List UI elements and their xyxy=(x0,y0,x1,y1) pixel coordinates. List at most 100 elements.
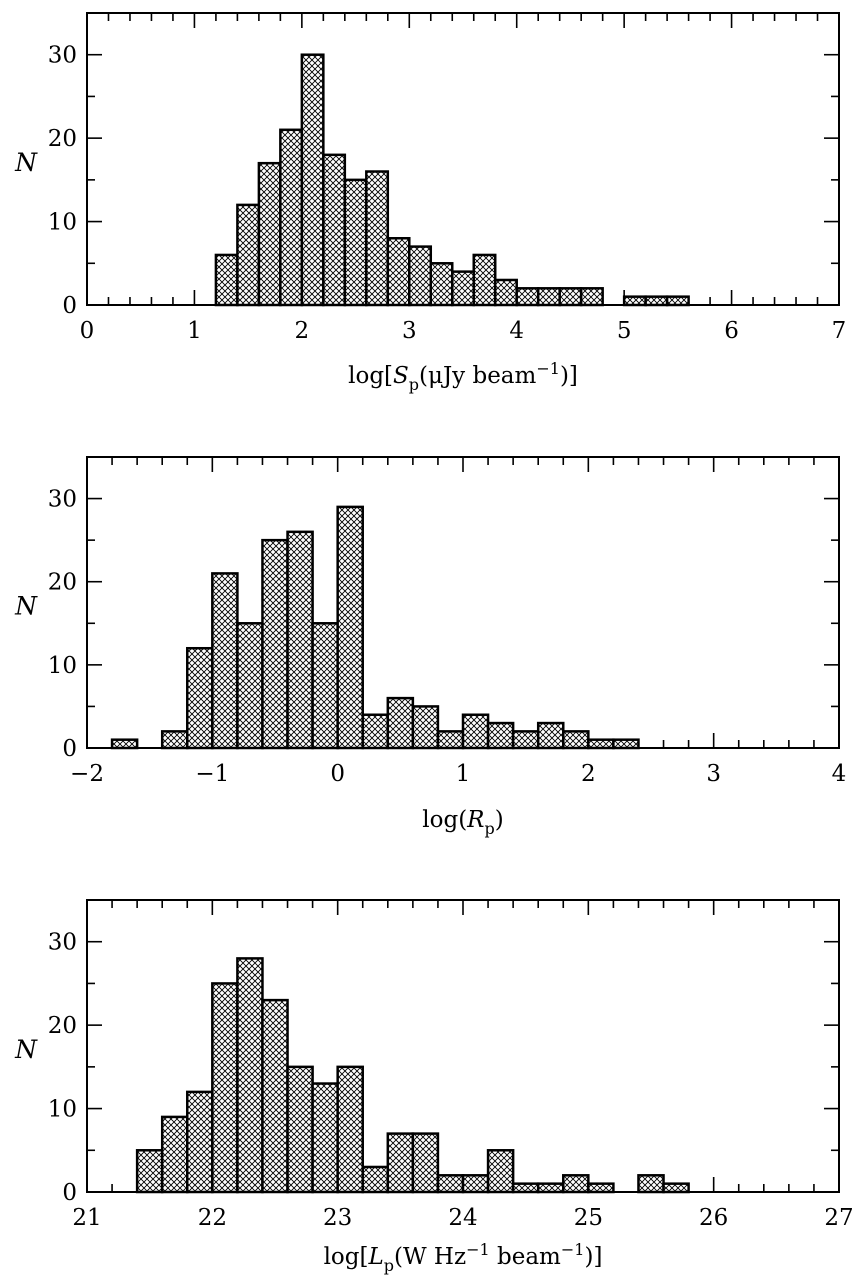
ratio-x-axis-label: log(Rp) xyxy=(422,807,503,838)
ratio-bar-8 xyxy=(311,622,339,750)
ratio-bar-11 xyxy=(386,696,415,750)
peak-flux-bar-17 xyxy=(579,287,604,307)
peak-flux-bar-11 xyxy=(451,270,475,307)
peak-flux-bar-1 xyxy=(236,203,261,307)
luminosity-bar-0 xyxy=(135,1149,164,1194)
luminosity-bar-8 xyxy=(336,1065,364,1194)
peak-flux-x-axis-label-part: p xyxy=(409,375,419,394)
peak-flux-bar-10 xyxy=(429,262,454,307)
peak-flux-ytick-label: 20 xyxy=(48,126,77,152)
luminosity-x-axis-label-part: log[ xyxy=(324,1244,369,1270)
peak-flux-x-axis-label-part: S xyxy=(393,363,409,389)
luminosity-bar-11 xyxy=(411,1132,440,1194)
luminosity-bar-15 xyxy=(511,1182,540,1194)
luminosity-bar-7 xyxy=(311,1082,339,1194)
peak-flux-bar-16 xyxy=(558,287,583,307)
ratio-bar-2 xyxy=(160,730,189,750)
ratio-x-axis-label-part: p xyxy=(485,819,495,838)
ratio-bar-18 xyxy=(562,730,590,750)
luminosity-xtick-label: 25 xyxy=(574,1205,603,1231)
luminosity-xtick-label: 22 xyxy=(198,1205,227,1231)
peak-flux-xtick-label: 3 xyxy=(402,318,417,344)
luminosity-bar-1 xyxy=(160,1115,189,1194)
ratio-bar-12 xyxy=(411,705,440,750)
luminosity-xtick-label: 27 xyxy=(824,1205,853,1231)
luminosity-x-axis-label-part: )] xyxy=(584,1244,602,1270)
peak-flux-bar-21 xyxy=(665,295,690,307)
peak-flux-xtick-label: 6 xyxy=(724,318,739,344)
luminosity-xtick-label: 21 xyxy=(72,1205,101,1231)
peak-flux-xtick-label: 7 xyxy=(832,318,847,344)
peak-flux-x-axis-label-part: −1 xyxy=(536,359,560,378)
luminosity-x-axis-label-part: (W Hz xyxy=(394,1244,466,1270)
ratio-bar-4 xyxy=(211,572,239,750)
peak-flux-x-axis-label-part: log[ xyxy=(348,363,393,389)
peak-flux-bar-0 xyxy=(214,253,239,307)
ratio-ytick-label: 20 xyxy=(48,570,77,596)
luminosity-x-axis-label-part: beam xyxy=(490,1244,561,1270)
peak-flux-xtick-label: 0 xyxy=(80,318,95,344)
ratio-bar-15 xyxy=(486,721,515,750)
peak-flux-bar-13 xyxy=(493,278,518,307)
ratio-bar-14 xyxy=(461,713,490,750)
luminosity-bar-2 xyxy=(186,1090,214,1194)
ratio-xtick-label: 3 xyxy=(706,761,721,787)
luminosity-bar-6 xyxy=(286,1065,314,1194)
peak-flux-x-axis-label: log[Sp(μJy beam−1)] xyxy=(348,359,578,394)
luminosity-x-axis-label-part: L xyxy=(367,1244,383,1270)
ratio-bar-5 xyxy=(236,622,264,750)
luminosity-xtick-label: 23 xyxy=(323,1205,352,1231)
peak-flux-ytick-label: 10 xyxy=(48,210,77,236)
luminosity-x-axis-label-part: −1 xyxy=(466,1240,490,1259)
peak-flux-ytick-label: 0 xyxy=(62,293,77,319)
luminosity-ytick-label: 0 xyxy=(62,1180,77,1206)
peak-flux-xtick-label: 4 xyxy=(509,318,524,344)
peak-flux-xtick-label: 1 xyxy=(187,318,202,344)
peak-flux-bar-3 xyxy=(279,128,304,307)
luminosity-bar-10 xyxy=(386,1132,415,1194)
peak-flux-bar-9 xyxy=(408,245,433,307)
ratio-xtick-label: −1 xyxy=(195,761,229,787)
peak-flux-bar-20 xyxy=(644,295,669,307)
luminosity-bar-17 xyxy=(562,1174,590,1194)
peak-flux-bar-5 xyxy=(322,153,347,307)
ratio-bar-19 xyxy=(587,738,615,750)
luminosity-bar-21 xyxy=(662,1182,690,1194)
peak-flux-bar-15 xyxy=(536,287,561,307)
luminosity-bar-3 xyxy=(211,982,239,1194)
ratio-bar-20 xyxy=(612,738,640,750)
peak-flux-bar-7 xyxy=(365,170,390,307)
ratio-xtick-label: 1 xyxy=(456,761,471,787)
ratio-ytick-label: 0 xyxy=(62,736,77,762)
ratio-bar-3 xyxy=(186,646,214,750)
ratio-bar-13 xyxy=(436,730,465,750)
luminosity-bar-14 xyxy=(486,1149,515,1194)
ratio-x-axis-label-part: ) xyxy=(495,807,504,833)
ratio-xtick-label: −2 xyxy=(70,761,104,787)
luminosity-bar-16 xyxy=(536,1182,565,1194)
ratio-ytick-label: 30 xyxy=(48,487,77,513)
luminosity-ytick-label: 30 xyxy=(48,930,77,956)
luminosity-bar-13 xyxy=(461,1174,490,1194)
ratio-bar-0 xyxy=(110,738,139,750)
peak-flux-bar-8 xyxy=(386,237,411,307)
ratio-x-axis-label-part: log( xyxy=(422,807,467,833)
peak-flux-xtick-label: 2 xyxy=(295,318,310,344)
peak-flux-ytick-label: 30 xyxy=(48,43,77,69)
luminosity-bar-5 xyxy=(261,998,289,1194)
luminosity-bar-18 xyxy=(587,1182,615,1194)
peak-flux-bar-19 xyxy=(622,295,647,307)
peak-flux-x-axis-label-part: (μJy beam xyxy=(419,363,536,389)
ratio-ytick-label: 10 xyxy=(48,653,77,679)
peak-flux-axes-frame xyxy=(86,12,840,306)
ratio-y-axis-label: N xyxy=(14,592,38,621)
luminosity-xtick-label: 26 xyxy=(699,1205,728,1231)
ratio-bar-9 xyxy=(336,505,364,750)
peak-flux-bar-14 xyxy=(515,287,540,307)
peak-flux-x-axis-label-part: )] xyxy=(560,363,578,389)
ratio-x-axis-label-part: R xyxy=(466,807,484,833)
